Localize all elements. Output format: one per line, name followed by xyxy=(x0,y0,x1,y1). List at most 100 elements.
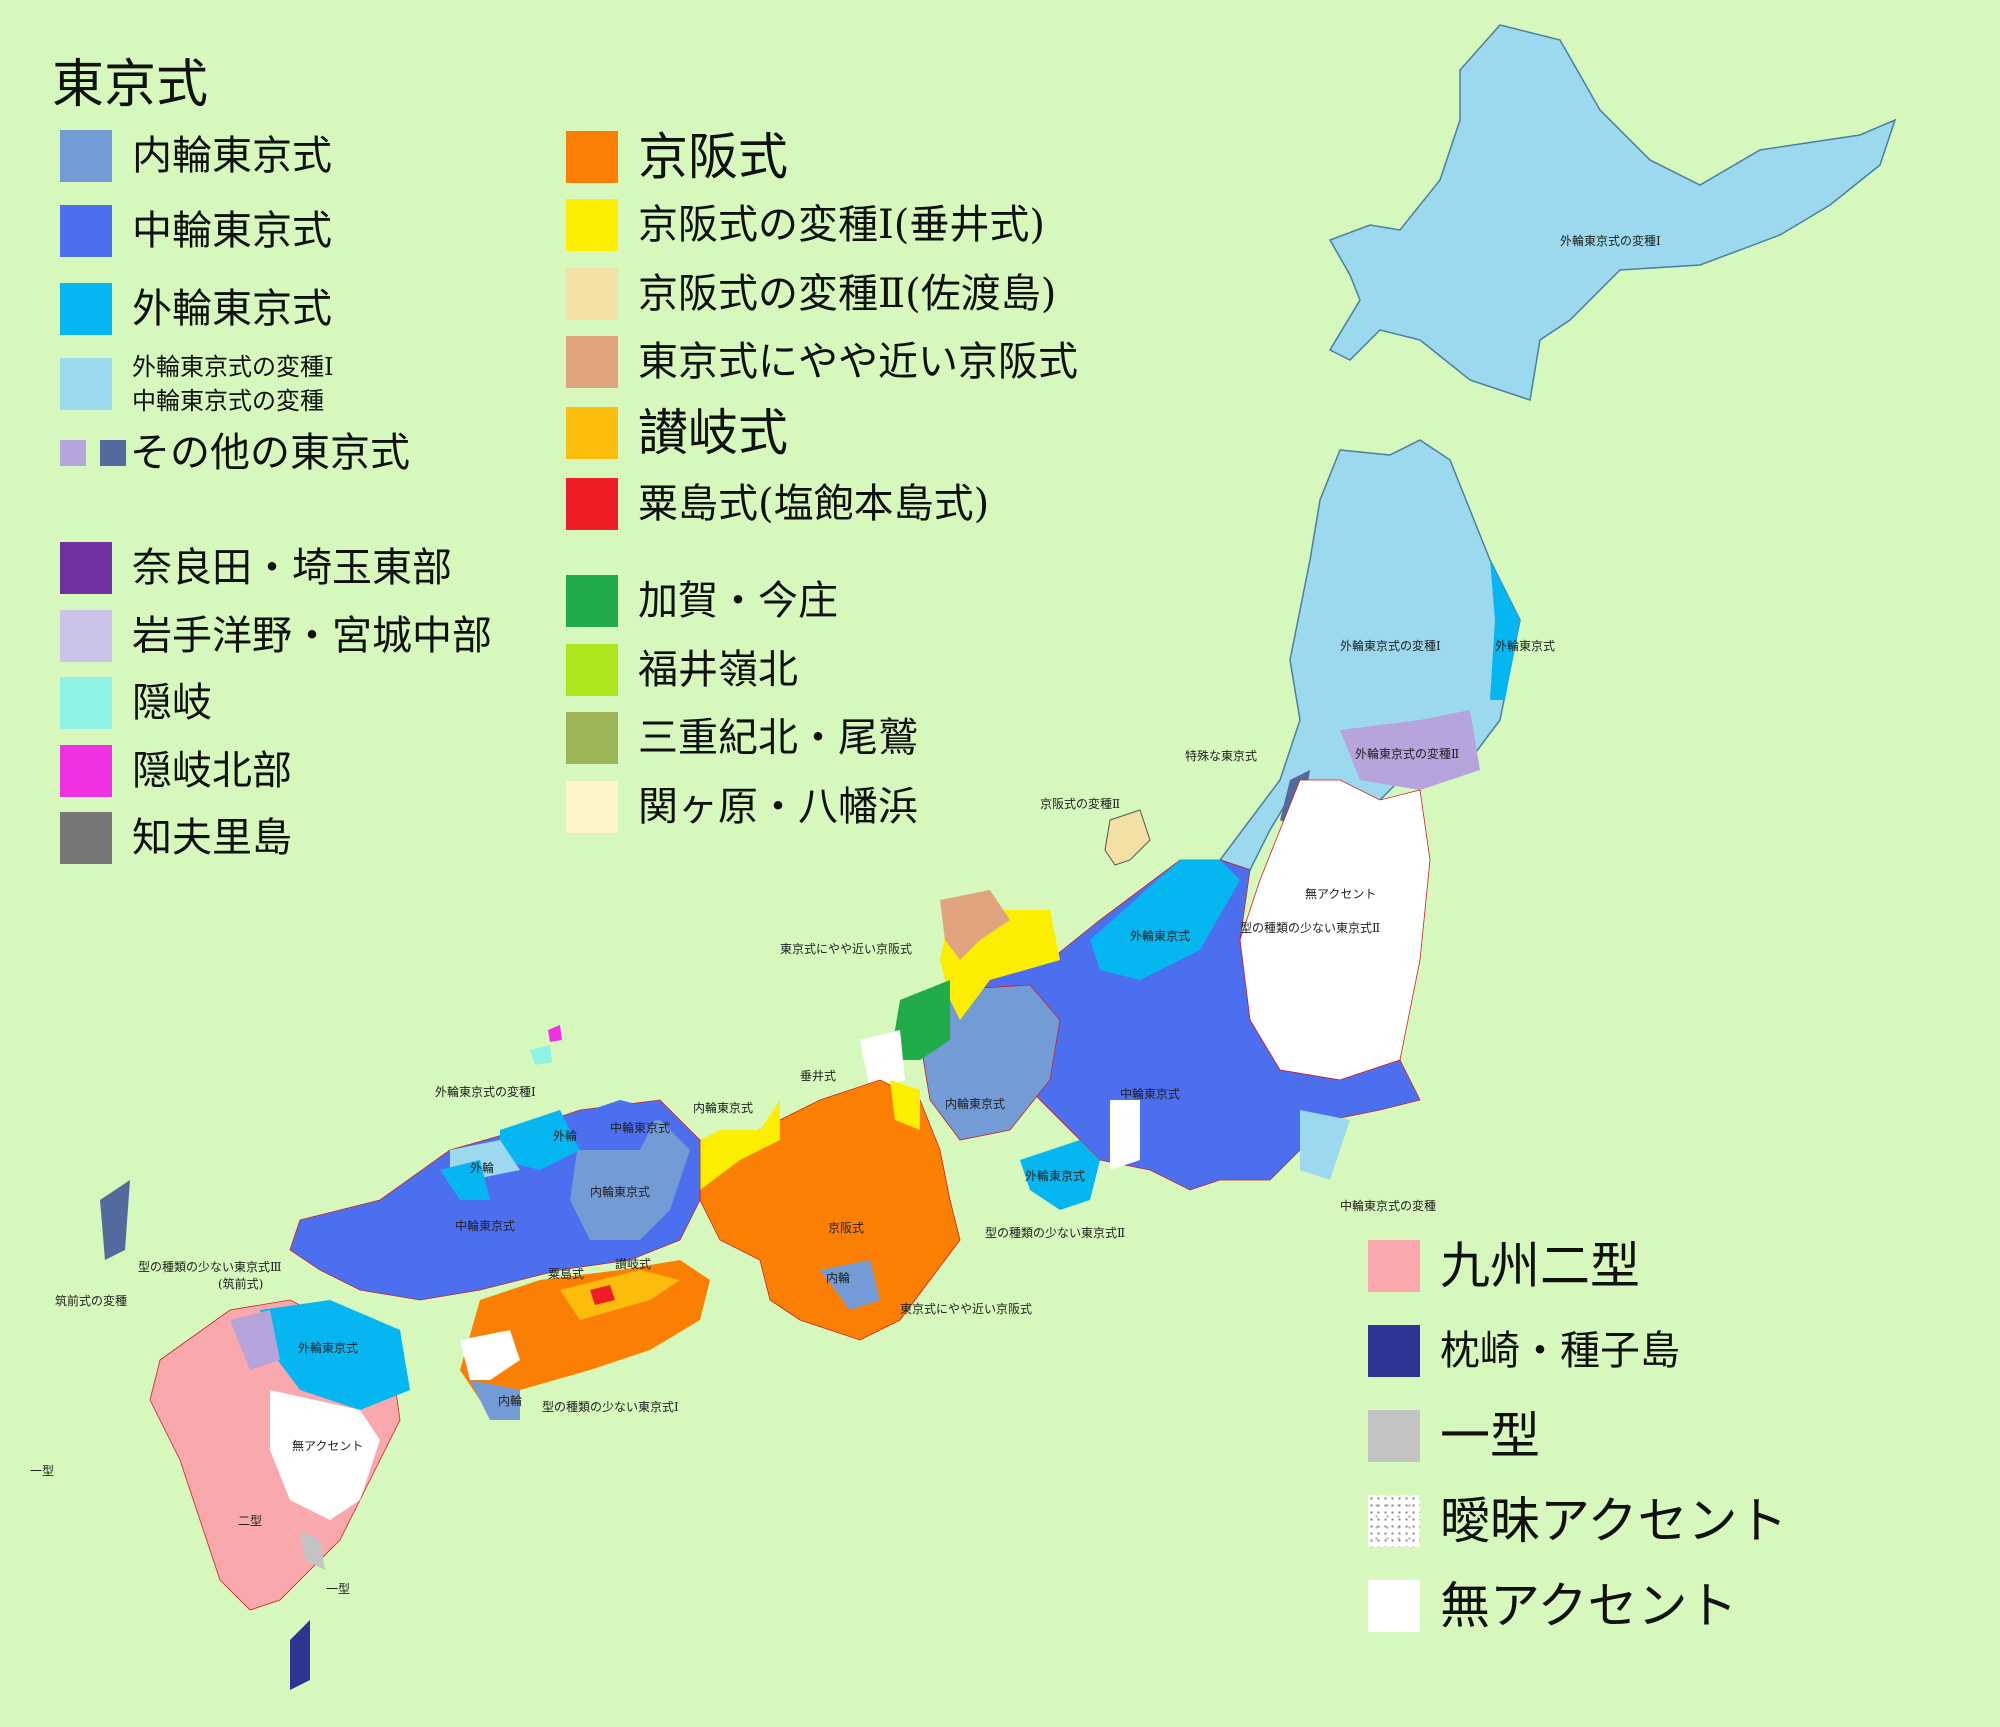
label-awashima: 粟島式 xyxy=(548,1266,584,1281)
legend-item-inner-tokyo: 内輪東京式 xyxy=(60,130,332,182)
label-ichikei-s: 一型 xyxy=(326,1582,350,1596)
legend-kyushu: 九州二型 枕崎・種子島 一型 曖昧アクセント 無アクセント xyxy=(1368,1240,1868,1632)
swatch xyxy=(566,268,618,320)
label-outer-b: 外輪 xyxy=(470,1160,494,1175)
legend-item-ichikei: 一型 xyxy=(1368,1410,1540,1462)
legend-label: 奈良田・埼玉東部 xyxy=(132,545,452,591)
label-inner-chugoku: 内輪東京式 xyxy=(590,1184,650,1199)
swatch xyxy=(60,130,112,182)
legend-label: 加賀・今庄 xyxy=(638,578,838,624)
label-middle-kanto: 中輪東京式 xyxy=(1120,1086,1180,1101)
legend-item-oki-north: 隠岐北部 xyxy=(60,745,292,797)
label-near-kyoto-kii: 東京式にやや近い京阪式 xyxy=(900,1302,1032,1316)
legend-item-outer-tokyo: 外輪東京式 xyxy=(60,283,332,335)
legend-tokyo: 東京式 内輪東京式 中輪東京式 外輪東京式 外輪東京式の変種Ⅰ 中輪東京式の変種… xyxy=(52,55,572,875)
legend-label: 福井嶺北 xyxy=(638,647,798,693)
legend-label: 京阪式 xyxy=(638,128,788,186)
legend-item-keihan: 京阪式 xyxy=(566,131,788,183)
legend-label: 曖昧アクセント xyxy=(1440,1492,1788,1550)
tohoku-region xyxy=(1218,439,1521,1081)
legend-item-narada: 奈良田・埼玉東部 xyxy=(60,542,452,594)
label-special: 特殊な東京式 xyxy=(1185,748,1257,763)
label-tohoku-east: 外輪東京式 xyxy=(1495,638,1555,653)
swatch xyxy=(1368,1240,1420,1292)
legend-item-tarui: 京阪式の変種Ⅰ(垂井式) xyxy=(566,199,1045,251)
label-few-types-1: 型の種類の少ない東京式Ⅰ xyxy=(542,1400,679,1414)
label-outer-shizuoka: 外輪東京式 xyxy=(1025,1168,1085,1183)
legend-label: 無アクセント xyxy=(1440,1577,1738,1635)
label-chikuzen-variant: 筑前式の変種 xyxy=(55,1293,127,1308)
legend-label: 三重紀北・尾鷲 xyxy=(638,715,918,761)
swatch xyxy=(60,358,112,410)
legend-label: 粟島式(塩飽本島式) xyxy=(638,481,990,527)
legend-label: 一型 xyxy=(1440,1407,1540,1465)
chugoku-region xyxy=(289,1099,701,1301)
label-hokkaido: 外輪東京式の変種Ⅰ xyxy=(1560,233,1661,248)
swatch xyxy=(1368,1410,1420,1462)
swatch xyxy=(566,407,618,459)
legend-label: 九州二型 xyxy=(1440,1237,1640,1295)
label-sanuki: 讃岐式 xyxy=(615,1257,651,1271)
legend-item-sado: 京阪式の変種Ⅱ(佐渡島) xyxy=(566,268,1056,320)
label-outer-variant-oki: 外輪東京式の変種Ⅰ xyxy=(435,1084,536,1099)
legend-item-iwate: 岩手洋野・宮城中部 xyxy=(60,610,492,662)
legend-label: 東京式にやや近い京阪式 xyxy=(638,339,1078,385)
legend-item-kyushu-nikei: 九州二型 xyxy=(1368,1240,1640,1292)
swatch xyxy=(566,131,618,183)
legend-item-ambiguous: 曖昧アクセント xyxy=(1368,1495,1788,1547)
label-outer-a: 外輪 xyxy=(553,1128,577,1143)
legend-keihan: 京阪式 京阪式の変種Ⅰ(垂井式) 京阪式の変種Ⅱ(佐渡島) 東京式にやや近い京阪… xyxy=(566,125,1186,845)
label-few-types-3: 型の種類の少ない東京式Ⅲ xyxy=(138,1260,282,1274)
label-outer-kyushu: 外輪東京式 xyxy=(298,1340,358,1355)
central-region xyxy=(919,859,1421,1210)
label-middle-variant: 中輪東京式の変種 xyxy=(1340,1198,1436,1213)
legend-label: 京阪式の変種Ⅱ(佐渡島) xyxy=(638,271,1057,317)
shikoku-region xyxy=(460,1260,710,1420)
legend-label: 内輪東京式 xyxy=(132,133,332,179)
swatch xyxy=(1368,1580,1420,1632)
label-no-accent-n: 無アクセント xyxy=(1305,886,1376,901)
label-ichikei-w: 一型 xyxy=(30,1464,54,1478)
legend-tokyo-title: 東京式 xyxy=(52,55,209,115)
swatch xyxy=(566,336,618,388)
label-middle-sanin: 中輪東京式 xyxy=(610,1120,670,1135)
swatch xyxy=(566,712,618,764)
swatch xyxy=(60,440,86,466)
legend-label: 隠岐 xyxy=(132,680,212,726)
legend-label: 知夫里島 xyxy=(132,815,292,861)
legend-label: 外輪東京式 xyxy=(132,286,332,332)
sado-island xyxy=(1104,809,1151,866)
swatch xyxy=(60,610,112,662)
legend-item-middle-tokyo: 中輪東京式 xyxy=(60,205,332,257)
legend-label: 隠岐北部 xyxy=(132,748,292,794)
label-chikuzen-paren: (筑前式) xyxy=(218,1276,263,1291)
swatch xyxy=(60,283,112,335)
legend-item-awashima: 粟島式(塩飽本島式) xyxy=(566,478,989,530)
swatch xyxy=(60,677,112,729)
label-few-types-2b: 型の種類の少ない東京式Ⅱ xyxy=(985,1226,1125,1240)
legend-item-other-tokyo: その他の東京式 xyxy=(60,429,410,477)
swatch xyxy=(1368,1495,1420,1547)
legend-item-kaga: 加賀・今庄 xyxy=(566,575,838,627)
legend-item-near-tokyo-keihan: 東京式にやや近い京阪式 xyxy=(566,336,1078,388)
legend-label: 京阪式の変種Ⅰ(垂井式) xyxy=(638,202,1046,248)
legend-item-oki: 隠岐 xyxy=(60,677,212,729)
swatch xyxy=(566,478,618,530)
kinki-region xyxy=(680,1079,961,1341)
legend-label: 枕崎・種子島 xyxy=(1440,1328,1680,1374)
legend-label: 岩手洋野・宮城中部 xyxy=(132,613,492,659)
swatch xyxy=(566,644,618,696)
hokkaido-region xyxy=(1328,24,1897,401)
swatch xyxy=(1368,1325,1420,1377)
legend-label: その他の東京式 xyxy=(130,430,410,476)
swatch xyxy=(60,542,112,594)
label-inner-kii: 内輪 xyxy=(826,1270,850,1285)
label-tarui: 垂井式 xyxy=(800,1069,836,1083)
legend-item-sekigahara: 関ヶ原・八幡浜 xyxy=(566,781,918,833)
legend-item-mie: 三重紀北・尾鷲 xyxy=(566,712,918,764)
legend-item-fukui: 福井嶺北 xyxy=(566,644,798,696)
swatch xyxy=(566,781,618,833)
label-tohoku-west: 外輪東京式の変種Ⅰ xyxy=(1340,638,1441,653)
label-tohoku-south: 外輪東京式の変種Ⅱ xyxy=(1355,746,1459,761)
